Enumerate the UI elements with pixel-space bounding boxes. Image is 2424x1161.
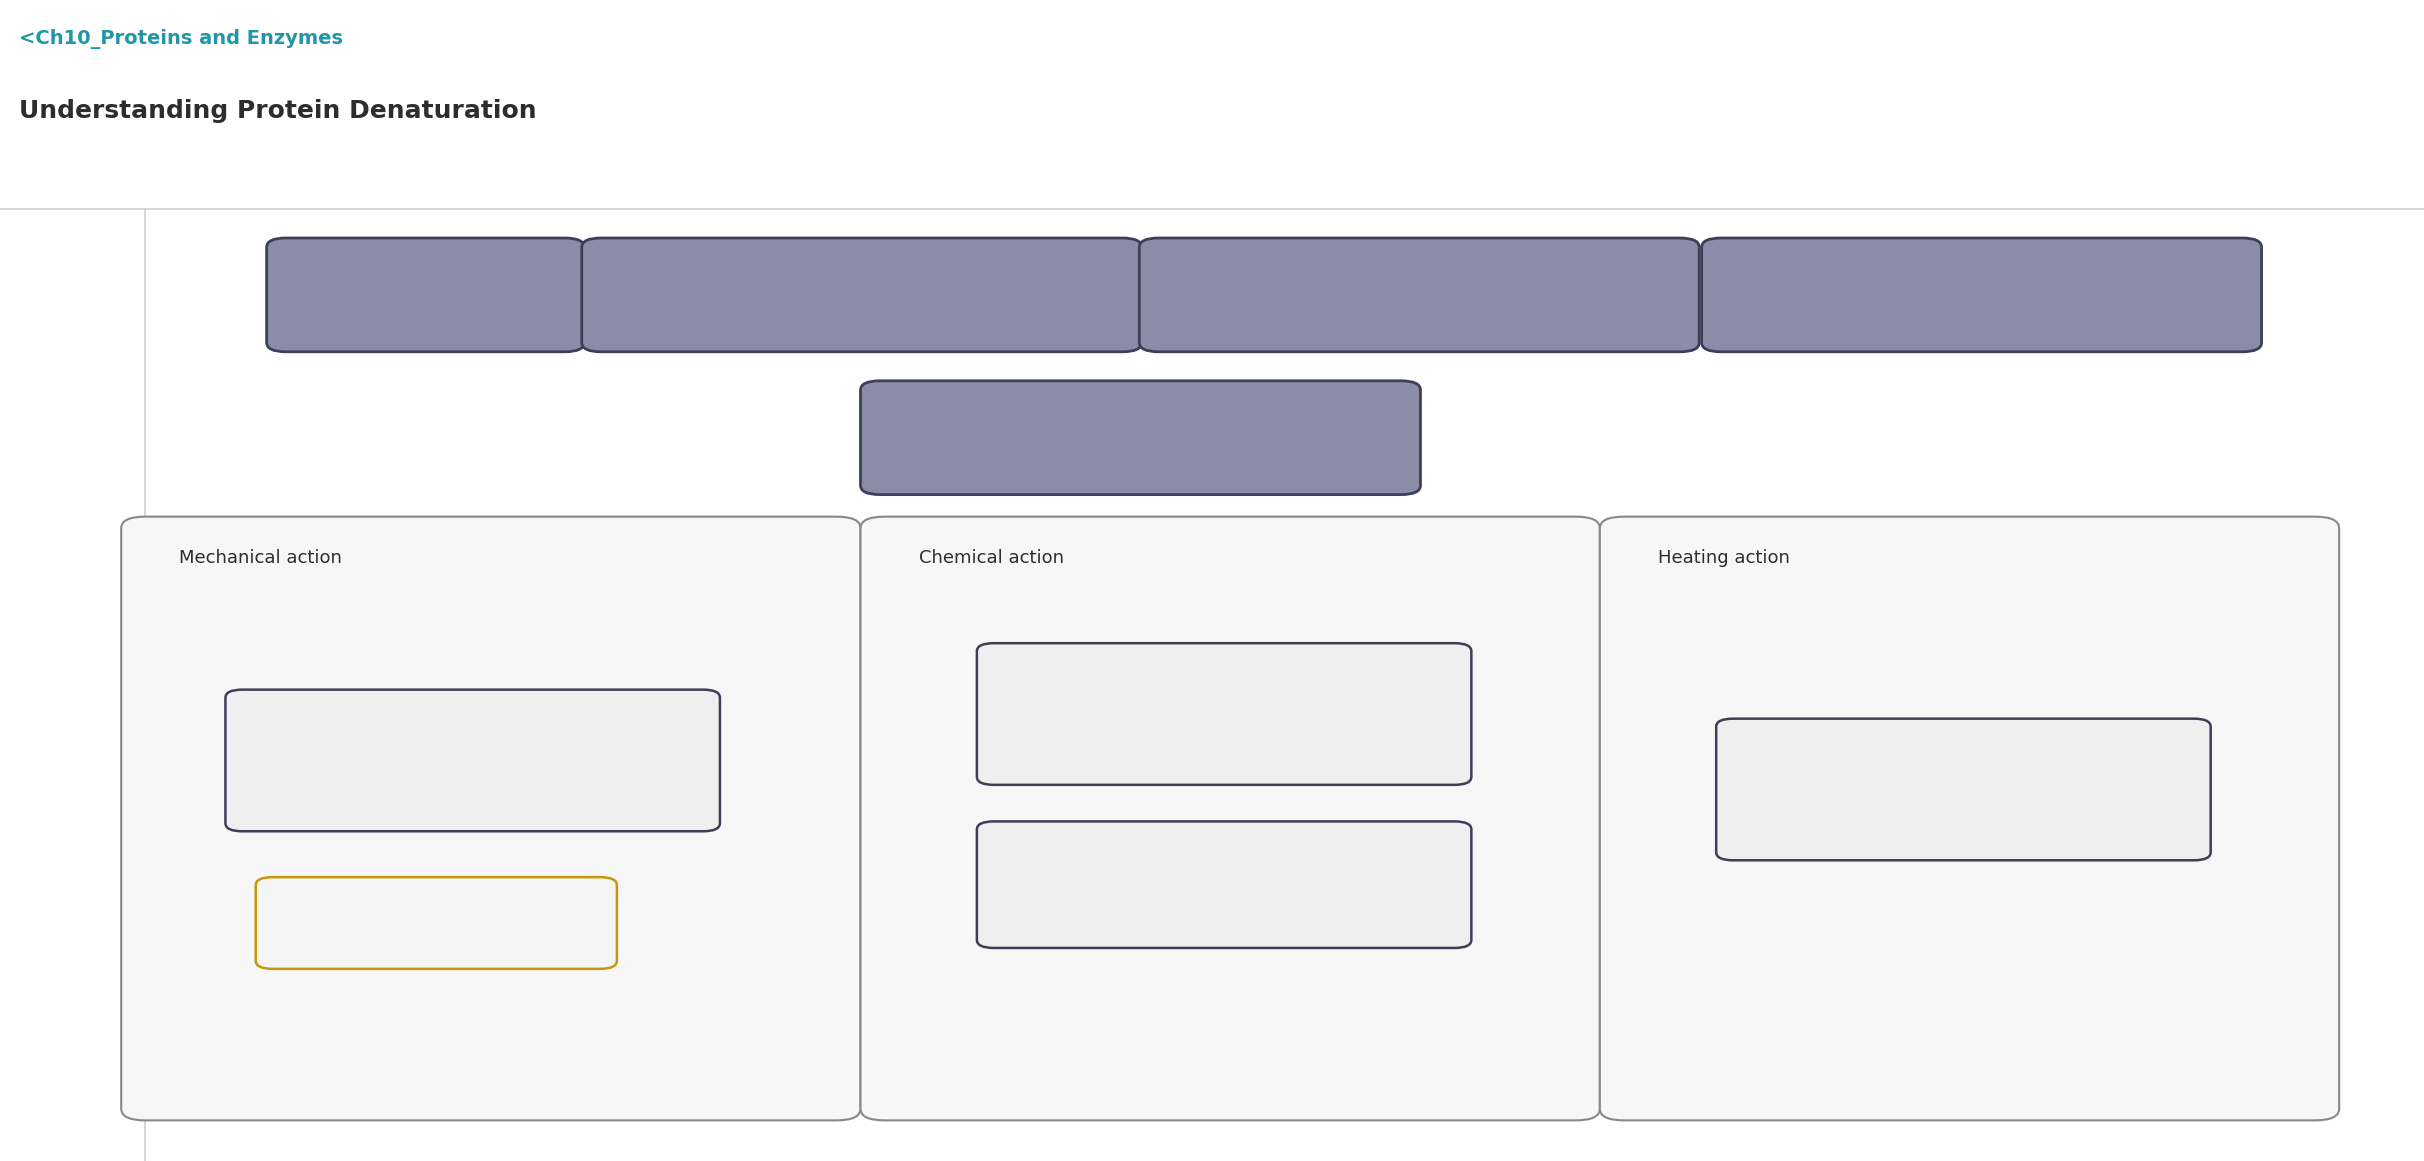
FancyBboxPatch shape [977,822,1471,947]
FancyBboxPatch shape [1139,238,1699,352]
Text: Understanding Protein Denaturation: Understanding Protein Denaturation [19,99,538,123]
FancyBboxPatch shape [861,517,1600,1120]
FancyBboxPatch shape [255,878,616,968]
FancyBboxPatch shape [1702,238,2262,352]
Text: churning of butter: churning of butter [371,916,502,930]
Text: Mechanical action: Mechanical action [179,549,342,568]
Text: Heating action: Heating action [1658,549,1789,568]
FancyBboxPatch shape [121,517,861,1120]
Text: straightening frizzy and tangled hair
using hair conditioner: straightening frizzy and tangled hair us… [1091,698,1357,730]
Text: Chemical action: Chemical action [919,549,1064,568]
Text: <Ch10_Proteins and Enzymes: <Ch10_Proteins and Enzymes [19,29,344,49]
FancyBboxPatch shape [225,690,720,831]
FancyBboxPatch shape [861,381,1420,495]
Text: preparation of an omelet from a
beaten egg by frying: preparation of an omelet from a beaten e… [1847,773,2080,806]
Text: preparation of cheese from milk by
adding lactic acid: preparation of cheese from milk by addin… [344,744,601,777]
FancyBboxPatch shape [1600,517,2339,1120]
FancyBboxPatch shape [582,238,1142,352]
FancyBboxPatch shape [267,238,584,352]
FancyBboxPatch shape [977,643,1471,785]
FancyBboxPatch shape [1716,719,2211,860]
Text: bleaching of hair with hydrogen
peroxide: bleaching of hair with hydrogen peroxide [1108,868,1340,901]
